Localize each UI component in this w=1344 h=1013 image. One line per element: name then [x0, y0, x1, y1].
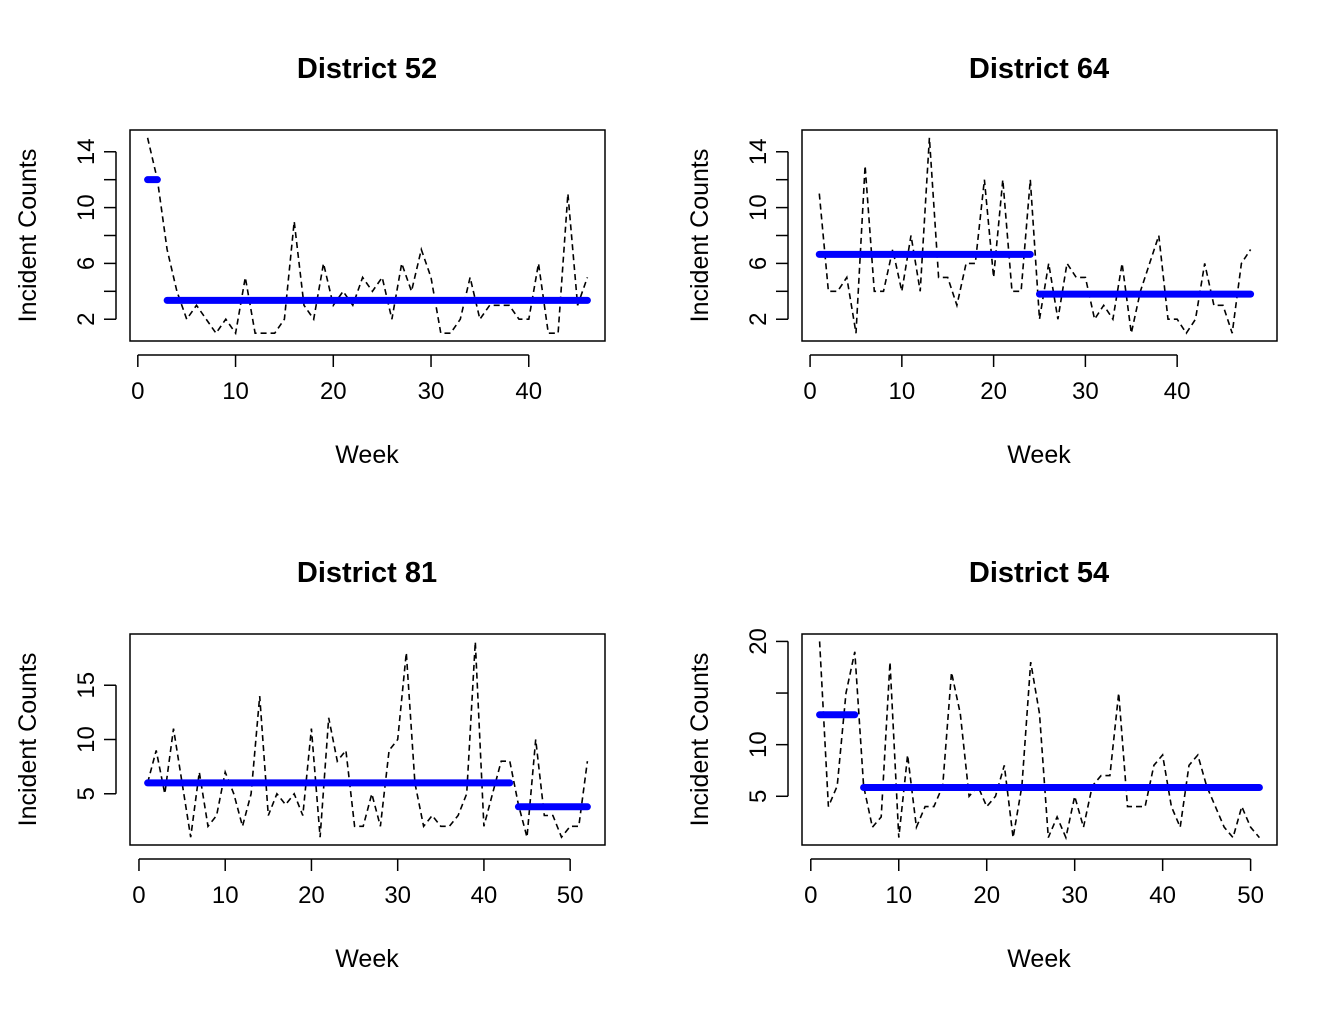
x-axis-label: Week — [1007, 945, 1071, 973]
plot-frame — [129, 129, 606, 342]
x-tick-label: 20 — [298, 882, 325, 909]
y-axis-label: Incident Counts — [14, 653, 42, 827]
y-tick-label: 10 — [745, 194, 772, 221]
y-tick-label: 10 — [745, 731, 772, 758]
y-axis-label: Incident Counts — [686, 653, 714, 827]
chart-panel-2: District 64 0 10 20 30 40 Week 2 6 10 14 Incident C… — [686, 53, 1278, 469]
x-tick-label: 30 — [1061, 882, 1088, 909]
x-tick-label: 30 — [384, 882, 411, 909]
x-tick-label: 0 — [803, 378, 816, 405]
series-line-observed — [818, 641, 1261, 841]
x-axis-label: Week — [1007, 441, 1071, 469]
y-tick-label: 14 — [73, 138, 100, 165]
y-tick-label: 10 — [73, 194, 100, 221]
x-tick-label: 50 — [557, 882, 584, 909]
y-tick-label: 20 — [745, 628, 772, 655]
x-tick-label: 20 — [320, 378, 347, 405]
chart-panel-1: District 52 0 10 20 30 40 Week 2 6 10 14 Incident C… — [14, 53, 606, 469]
x-tick-label: 40 — [1149, 882, 1176, 909]
x-tick-label: 10 — [888, 378, 915, 405]
x-tick-label: 50 — [1237, 882, 1264, 909]
y-tick-label: 15 — [73, 672, 100, 699]
x-tick-label: 0 — [132, 882, 145, 909]
y-tick-label: 2 — [745, 313, 772, 326]
series-line-observed — [818, 137, 1252, 335]
x-tick-label: 40 — [1164, 378, 1191, 405]
plot-frame — [129, 633, 606, 846]
chart-panel-4: District 54 0 10 20 30 40 50 Week 5 10 20 Incident … — [686, 557, 1278, 973]
chart-panel-3: District 81 0 10 20 30 40 50 Week 5 10 15 Incident … — [14, 557, 606, 973]
y-tick-label: 5 — [73, 787, 100, 800]
chart-title: District 64 — [969, 53, 1109, 85]
x-axis-label: Week — [335, 945, 399, 973]
plot-frame — [801, 633, 1278, 846]
x-tick-label: 20 — [973, 882, 1000, 909]
y-tick-label: 14 — [745, 138, 772, 165]
x-tick-label: 20 — [980, 378, 1007, 405]
series-line-observed — [146, 641, 589, 839]
x-tick-label: 30 — [1072, 378, 1099, 405]
chart-title: District 52 — [297, 53, 437, 85]
y-axis-label: Incident Counts — [686, 149, 714, 323]
x-tick-label: 10 — [885, 882, 912, 909]
y-axis-label: Incident Counts — [14, 149, 42, 323]
y-tick-label: 5 — [745, 790, 772, 803]
series-line-observed — [146, 137, 589, 336]
chart-title: District 54 — [969, 557, 1109, 589]
x-tick-label: 10 — [222, 378, 249, 405]
y-tick-label: 6 — [73, 257, 100, 270]
x-tick-label: 40 — [515, 378, 542, 405]
chart-title: District 81 — [297, 557, 437, 589]
x-tick-label: 10 — [212, 882, 239, 909]
x-tick-label: 0 — [131, 378, 144, 405]
x-axis-label: Week — [335, 441, 399, 469]
x-tick-label: 30 — [418, 378, 445, 405]
x-tick-label: 0 — [804, 882, 817, 909]
y-tick-label: 10 — [73, 726, 100, 753]
y-tick-label: 2 — [73, 313, 100, 326]
x-tick-label: 40 — [471, 882, 498, 909]
plot-frame — [801, 129, 1278, 342]
y-tick-label: 6 — [745, 257, 772, 270]
